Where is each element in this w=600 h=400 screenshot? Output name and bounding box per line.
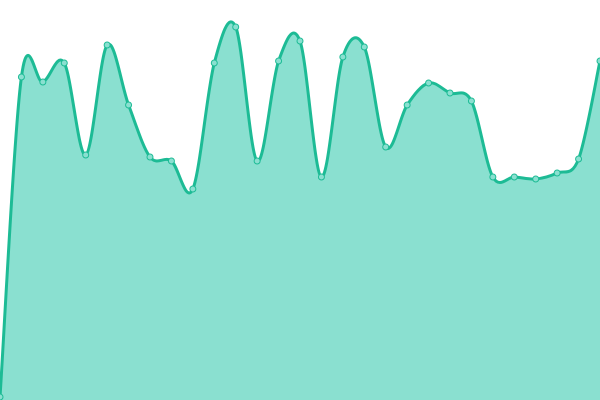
data-point-8	[167, 157, 175, 165]
data-point-13	[275, 57, 283, 65]
data-point-17	[360, 43, 368, 51]
data-point-20	[425, 79, 433, 87]
data-point-3	[60, 59, 68, 67]
data-point-7	[146, 153, 154, 161]
data-point-11	[232, 23, 240, 31]
data-point-26	[553, 169, 561, 177]
data-point-22	[467, 97, 475, 105]
data-point-9	[189, 185, 197, 193]
data-point-12	[253, 157, 261, 165]
data-point-5	[103, 41, 111, 49]
data-point-15	[317, 173, 325, 181]
data-point-14	[296, 37, 304, 45]
data-points	[0, 23, 600, 400]
data-point-1	[17, 73, 25, 81]
data-point-2	[39, 78, 47, 86]
area-fill	[0, 21, 600, 400]
data-point-10	[210, 59, 218, 67]
data-point-19	[403, 101, 411, 109]
data-point-27	[575, 155, 583, 163]
data-point-4	[82, 151, 90, 159]
data-point-24	[510, 173, 518, 181]
data-point-25	[532, 175, 540, 183]
data-point-18	[382, 143, 390, 151]
data-point-28	[596, 57, 600, 65]
data-point-6	[125, 101, 133, 109]
data-point-16	[339, 53, 347, 61]
data-point-23	[489, 173, 497, 181]
data-point-0	[0, 393, 4, 400]
data-point-21	[446, 89, 454, 97]
